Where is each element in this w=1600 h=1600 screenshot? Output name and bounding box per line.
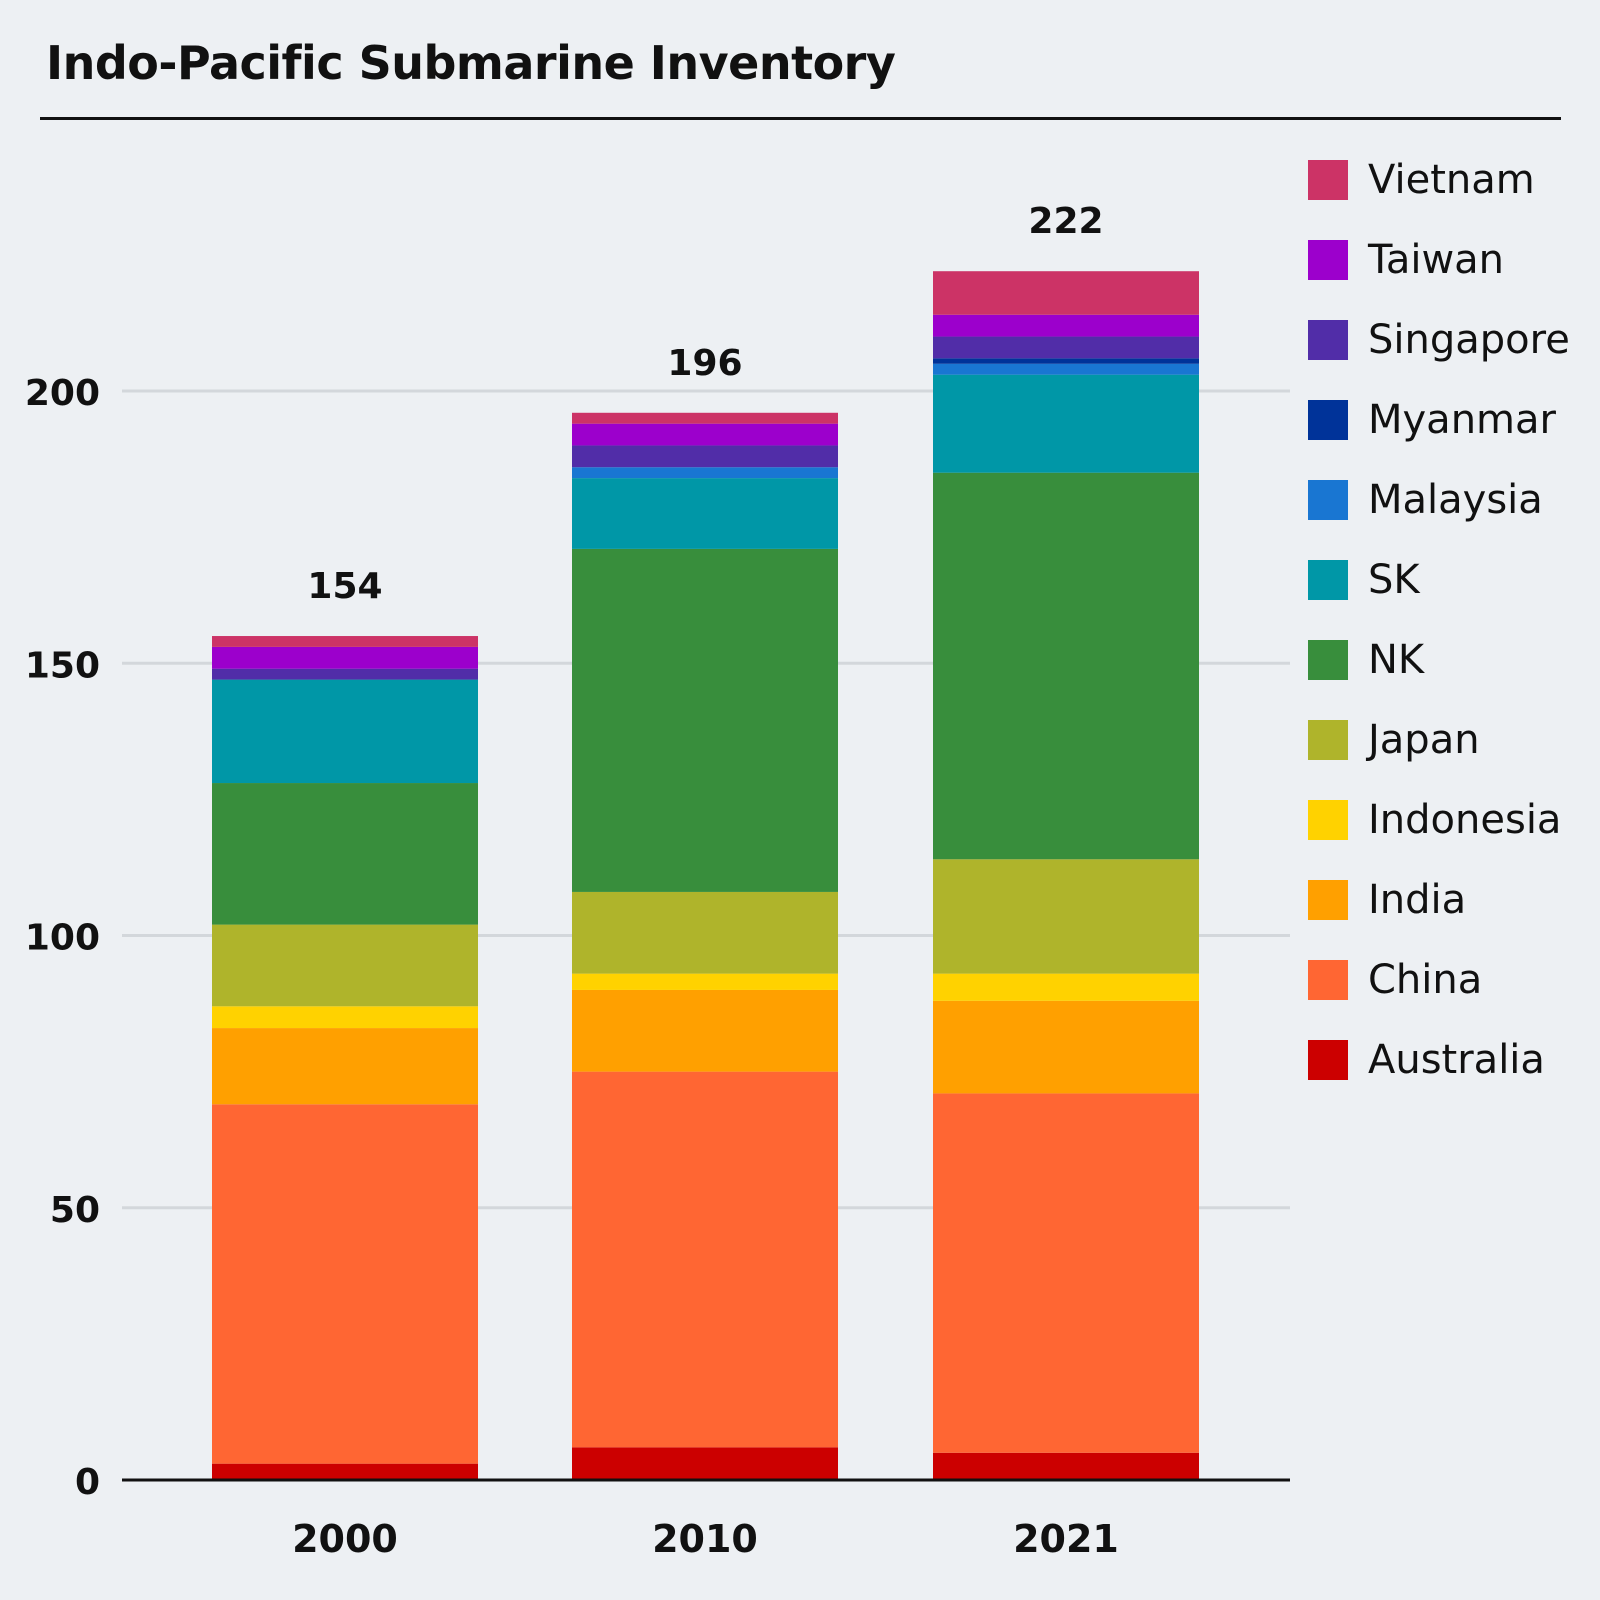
legend-swatch (1308, 640, 1348, 680)
legend-label: SK (1368, 557, 1420, 603)
legend-item-india: India (1308, 880, 1570, 960)
legend-label: NK (1368, 637, 1425, 683)
legend-swatch (1308, 160, 1348, 200)
bar-total-label: 222 (1028, 201, 1103, 242)
bar-segment-japan-2000 (212, 924, 478, 1007)
axes: 0 50 100 150 200 2000 2010 2021 (25, 373, 1290, 1561)
bar-total-label: 154 (307, 566, 382, 607)
legend-label: India (1368, 877, 1467, 923)
title-divider (40, 117, 1561, 120)
legend-label: Taiwan (1368, 237, 1505, 283)
bar-segment-vietnam-2000 (212, 636, 478, 647)
bar-segment-indonesia-2010 (572, 973, 838, 990)
chart-title: Indo-Pacific Submarine Inventory (46, 36, 896, 90)
legend-label: Singapore (1368, 317, 1570, 363)
legend-label: China (1368, 957, 1483, 1003)
bar-segment-taiwan-2000 (212, 646, 478, 669)
legend-item-singapore: Singapore (1308, 320, 1570, 400)
legend-swatch (1308, 240, 1348, 280)
bar-segment-indonesia-2021 (933, 973, 1199, 1001)
x-tick-label: 2021 (1013, 1517, 1119, 1561)
bar-segment-australia-2000 (212, 1463, 478, 1480)
bar-segment-nk-2010 (572, 548, 838, 892)
legend-swatch (1308, 720, 1348, 760)
x-tick-label: 2010 (652, 1517, 758, 1561)
bar-segment-india-2010 (572, 989, 838, 1072)
legend-label: Vietnam (1368, 157, 1535, 203)
bars: 154 196 222 (212, 201, 1199, 1480)
bar-segment-nk-2000 (212, 783, 478, 925)
y-tick-label: 100 (25, 918, 100, 959)
bar-segment-china-2021 (933, 1093, 1199, 1453)
legend-swatch (1308, 960, 1348, 1000)
legend-swatch (1308, 400, 1348, 440)
legend-item-nk: NK (1308, 640, 1570, 720)
y-tick-label: 200 (25, 373, 100, 414)
bar-segment-sk-2021 (933, 374, 1199, 473)
legend: Vietnam Taiwan Singapore Myanmar Malaysia SK N… (1308, 160, 1570, 1120)
legend-label: Australia (1368, 1037, 1545, 1083)
legend-label: Malaysia (1368, 477, 1543, 523)
legend-label: Japan (1368, 717, 1480, 763)
legend-item-myanmar: Myanmar (1308, 400, 1570, 480)
legend-item-china: China (1308, 960, 1570, 1040)
legend-item-vietnam: Vietnam (1308, 160, 1570, 240)
bar-segment-japan-2010 (572, 891, 838, 974)
legend-item-australia: Australia (1308, 1040, 1570, 1120)
y-tick-label: 0 (75, 1462, 100, 1503)
bar-segment-australia-2010 (572, 1447, 838, 1480)
bar-segment-malaysia-2021 (933, 363, 1199, 375)
legend-swatch (1308, 800, 1348, 840)
bar-segment-singapore-2021 (933, 336, 1199, 359)
bar-segment-nk-2021 (933, 472, 1199, 860)
bar-segment-taiwan-2021 (933, 314, 1199, 337)
legend-item-sk: SK (1308, 560, 1570, 640)
legend-item-japan: Japan (1308, 720, 1570, 800)
bar-segment-vietnam-2021 (933, 271, 1199, 315)
bar-segment-myanmar-2021 (933, 358, 1199, 364)
legend-swatch (1308, 880, 1348, 920)
bar-segment-japan-2021 (933, 859, 1199, 974)
legend-item-indonesia: Indonesia (1308, 800, 1570, 880)
legend-item-taiwan: Taiwan (1308, 240, 1570, 320)
legend-label: Indonesia (1368, 797, 1562, 843)
legend-swatch (1308, 1040, 1348, 1080)
bar-segment-vietnam-2010 (572, 412, 838, 424)
bar-segment-china-2010 (572, 1071, 838, 1448)
bar-segment-taiwan-2010 (572, 423, 838, 446)
bar-segment-singapore-2010 (572, 445, 838, 468)
bar-total-label: 196 (667, 343, 742, 384)
legend-label: Myanmar (1368, 397, 1556, 443)
bar-segment-singapore-2000 (212, 668, 478, 680)
bar-segment-india-2021 (933, 1000, 1199, 1094)
bar-segment-malaysia-2010 (572, 467, 838, 479)
bar-segment-india-2000 (212, 1028, 478, 1105)
x-tick-label: 2000 (292, 1517, 398, 1561)
bar-segment-sk-2000 (212, 679, 478, 784)
bar-segment-china-2000 (212, 1104, 478, 1464)
legend-swatch (1308, 480, 1348, 520)
legend-swatch (1308, 560, 1348, 600)
legend-swatch (1308, 320, 1348, 360)
legend-item-malaysia: Malaysia (1308, 480, 1570, 560)
bar-segment-indonesia-2000 (212, 1006, 478, 1029)
bar-segment-australia-2021 (933, 1452, 1199, 1480)
bar-segment-sk-2010 (572, 478, 838, 549)
y-tick-label: 150 (25, 645, 100, 686)
y-tick-label: 50 (50, 1190, 100, 1231)
